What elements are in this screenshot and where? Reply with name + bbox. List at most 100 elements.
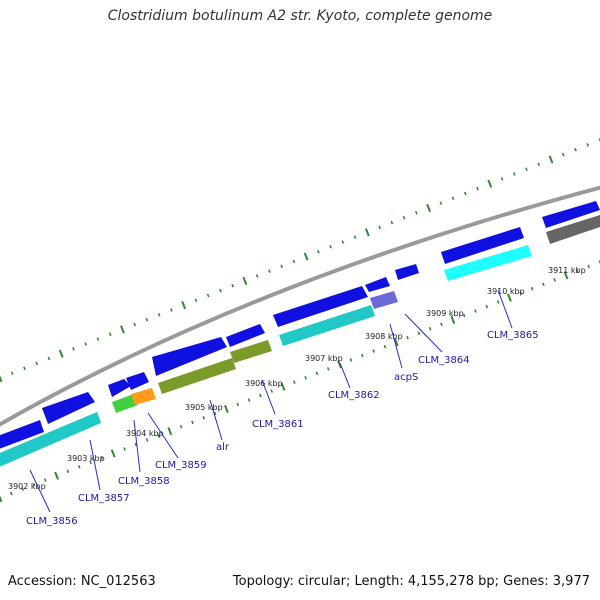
tick-mark <box>576 269 579 273</box>
tick-mark <box>530 286 534 291</box>
gene-clm3862-bar[interactable] <box>279 305 375 346</box>
tick-mark <box>315 371 319 376</box>
tick-mark <box>123 447 126 451</box>
tick-mark <box>507 293 512 302</box>
genome-backbone <box>0 185 600 427</box>
kbp-label: 3909 kbp <box>426 309 464 318</box>
gene-cds-arrow[interactable] <box>226 324 265 347</box>
gene-clm3865-bar[interactable] <box>444 245 532 281</box>
gene-label[interactable]: alr <box>216 442 230 453</box>
tick-mark <box>402 215 406 220</box>
tick-mark <box>280 264 283 269</box>
gene-label[interactable]: CLM_3865 <box>487 330 539 341</box>
kbp-label: 3911 kbp <box>548 266 586 275</box>
tick-mark <box>202 416 206 420</box>
tick-mark <box>512 172 516 176</box>
tick-mark <box>463 191 467 196</box>
tick-mark <box>414 211 418 215</box>
gene-cds-arrow[interactable] <box>395 264 419 280</box>
kbp-label: 3910 kbp <box>487 287 525 296</box>
gene-cds-arrow[interactable] <box>273 286 368 327</box>
tick-mark <box>77 465 81 469</box>
gene-cds-arrow[interactable] <box>542 201 600 228</box>
gene-label[interactable]: CLM_3864 <box>418 355 470 366</box>
kbp-label: 3904 kbp <box>126 429 164 438</box>
tick-mark <box>317 249 320 254</box>
gene-label[interactable]: CLM_3861 <box>252 419 304 430</box>
gene-clm3866-bar[interactable] <box>546 215 600 244</box>
tick-mark <box>89 460 92 465</box>
gene-cds-arrow[interactable] <box>152 337 227 376</box>
tick-mark <box>72 347 75 351</box>
gene-rna-bar[interactable] <box>0 412 101 467</box>
tick-mark <box>326 367 330 371</box>
gene-cds-arrow[interactable] <box>0 420 44 449</box>
tick-mark <box>519 291 523 295</box>
tick-mark <box>145 317 149 322</box>
inner-tick-ring <box>0 260 600 503</box>
gene-label[interactable]: CLM_3857 <box>78 493 130 504</box>
tick-mark <box>179 424 183 429</box>
tick-mark <box>525 167 528 171</box>
gene-clm3858-bar[interactable] <box>112 394 138 413</box>
tick-mark <box>353 235 357 239</box>
tick-mark <box>47 356 51 361</box>
tick-mark <box>542 282 545 287</box>
tick-mark <box>194 298 198 303</box>
tick-mark <box>66 469 70 474</box>
tick-mark <box>563 271 569 280</box>
gene-label[interactable]: CLM_3862 <box>328 390 380 401</box>
gene-label[interactable]: acpS <box>394 372 418 383</box>
tick-mark <box>58 349 64 358</box>
tick-mark <box>157 433 160 438</box>
tick-mark <box>349 358 353 362</box>
tick-mark <box>428 327 432 331</box>
tick-mark <box>485 304 489 309</box>
tick-mark <box>43 478 47 482</box>
genome-summary-text: Topology: circular; Length: 4,155,278 bp… <box>232 574 590 589</box>
tick-mark <box>231 283 234 288</box>
gene-cds-arrow[interactable] <box>126 372 149 390</box>
tick-mark <box>587 264 591 269</box>
gene-acps-bar[interactable] <box>370 291 398 309</box>
tick-mark <box>406 335 409 340</box>
gene-label[interactable]: CLM_3858 <box>118 476 170 487</box>
tick-mark <box>259 393 262 398</box>
gene-cds-arrow[interactable] <box>108 379 131 397</box>
tick-mark <box>10 371 14 375</box>
tick-mark <box>280 382 286 391</box>
tick-mark <box>167 427 173 436</box>
tick-mark <box>21 487 24 491</box>
tick-mark <box>440 322 443 327</box>
tick-mark <box>23 366 26 371</box>
gene-alr-bar[interactable] <box>158 358 236 394</box>
tick-mark <box>341 240 345 244</box>
tick-mark <box>426 203 431 213</box>
gene-cds-arrow[interactable] <box>441 227 524 264</box>
tick-mark <box>145 438 149 442</box>
kbp-label: 3905 kbp <box>185 403 223 412</box>
tick-mark <box>487 179 493 188</box>
tick-mark <box>500 177 504 181</box>
tick-mark <box>390 220 394 225</box>
tick-mark <box>548 155 554 164</box>
feature-track <box>0 215 600 467</box>
gene-clm3861-bar[interactable] <box>230 340 272 363</box>
tick-mark <box>84 342 88 346</box>
kbp-label: 3903 kbp <box>67 454 105 463</box>
gene-clm3859-bar[interactable] <box>131 388 156 405</box>
tick-mark <box>100 456 104 460</box>
tick-mark <box>304 375 307 380</box>
tick-mark <box>474 309 477 313</box>
kbp-label: 3902 kbp <box>8 482 46 491</box>
gene-cds-arrow[interactable] <box>42 392 95 424</box>
tick-mark <box>537 162 541 167</box>
tick-mark <box>255 274 259 278</box>
tick-mark <box>96 337 100 341</box>
tick-mark <box>303 252 309 261</box>
gene-label[interactable]: CLM_3859 <box>155 460 207 471</box>
gene-label[interactable]: CLM_3856 <box>26 516 78 527</box>
tick-mark <box>417 331 421 336</box>
gene-cds-arrow[interactable] <box>365 277 390 292</box>
